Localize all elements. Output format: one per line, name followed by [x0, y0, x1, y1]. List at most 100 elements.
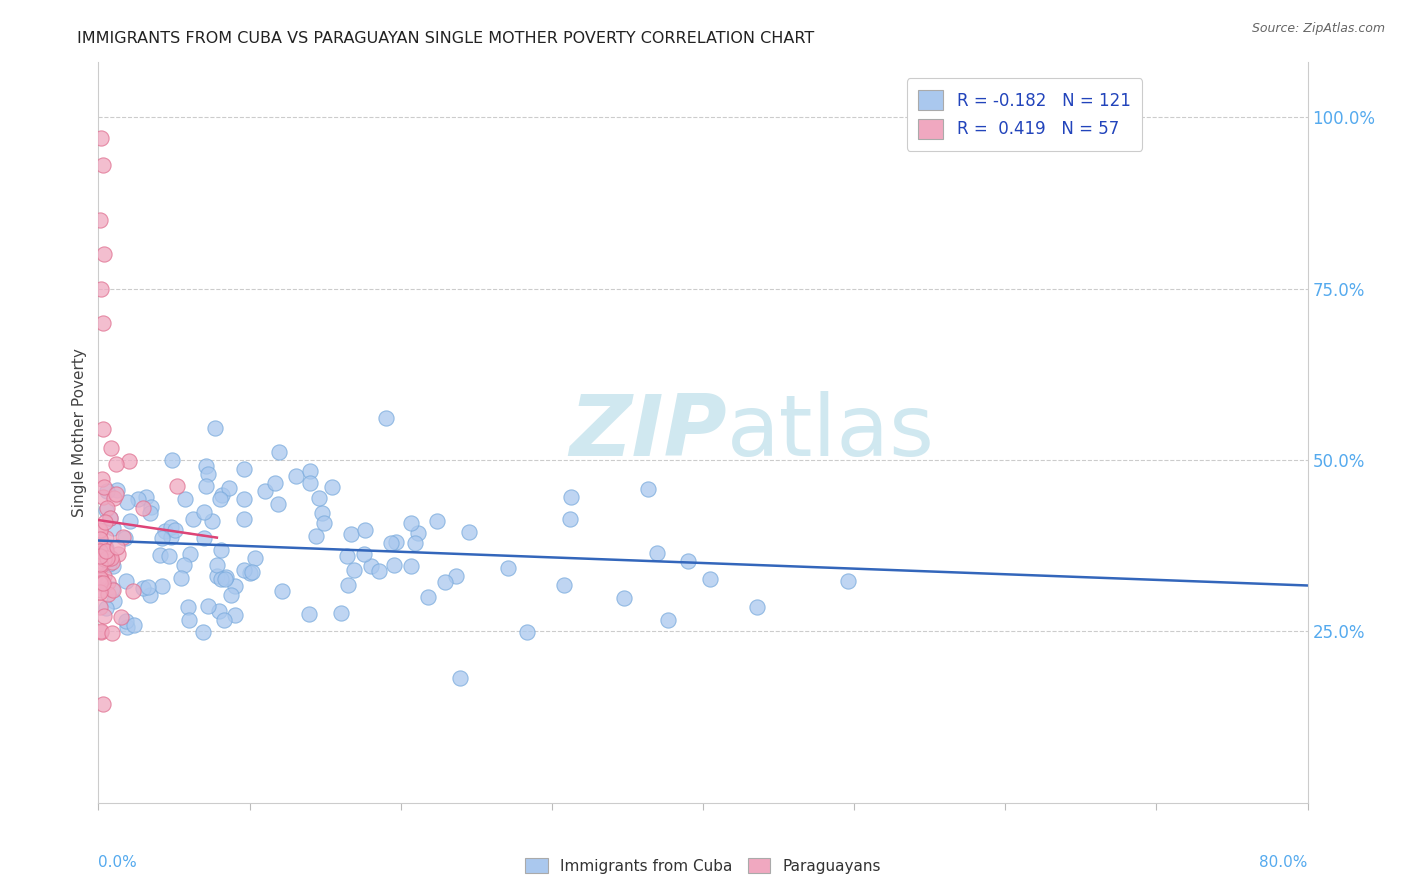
Point [89, 576, 111, 591]
Point [91, 697, 114, 711]
Point [353, 524, 375, 538]
Point [558, 512, 581, 526]
Point [107, 547, 129, 561]
Point [91, 541, 114, 556]
Point [89, 600, 111, 615]
Point [205, 558, 228, 573]
Point [375, 411, 398, 425]
Point [314, 516, 336, 531]
Point [458, 524, 481, 539]
Legend: Immigrants from Cuba, Paraguayans: Immigrants from Cuba, Paraguayans [519, 852, 887, 880]
Point [380, 536, 402, 550]
Point [114, 531, 136, 545]
Point [224, 578, 246, 592]
Point [100, 555, 122, 569]
Point [93, 543, 115, 558]
Point [837, 574, 859, 588]
Point [160, 519, 183, 533]
Point [115, 614, 138, 628]
Point [170, 571, 193, 585]
Point [657, 613, 679, 627]
Point [177, 599, 200, 614]
Point [150, 531, 173, 545]
Point [105, 541, 128, 555]
Point [444, 568, 467, 582]
Point [218, 481, 240, 495]
Point [214, 573, 236, 587]
Point [337, 578, 360, 592]
Point [91, 490, 114, 504]
Point [96, 500, 118, 515]
Point [96, 575, 118, 590]
Point [98, 510, 121, 524]
Point [553, 578, 575, 592]
Point [166, 479, 188, 493]
Point [93, 609, 115, 624]
Point [311, 506, 333, 520]
Point [233, 491, 256, 506]
Point [98, 557, 121, 571]
Point [179, 547, 201, 561]
Point [136, 580, 159, 594]
Point [101, 582, 124, 597]
Point [94, 502, 117, 516]
Point [243, 551, 266, 566]
Point [89, 558, 111, 572]
Text: IMMIGRANTS FROM CUBA VS PARAGUAYAN SINGLE MOTHER POVERTY CORRELATION CHART: IMMIGRANTS FROM CUBA VS PARAGUAYAN SINGL… [77, 31, 814, 46]
Point [449, 671, 471, 685]
Point [298, 476, 321, 491]
Point [94, 543, 117, 558]
Point [94, 543, 117, 558]
Point [267, 497, 290, 511]
Point [91, 316, 114, 330]
Point [157, 549, 180, 564]
Point [399, 516, 422, 530]
Point [90, 624, 112, 639]
Point [122, 617, 145, 632]
Point [271, 584, 294, 599]
Point [93, 568, 115, 582]
Point [107, 483, 129, 497]
Point [90, 472, 112, 486]
Point [360, 559, 382, 574]
Point [104, 457, 127, 471]
Point [90, 131, 112, 145]
Point [401, 558, 423, 573]
Point [96, 483, 118, 498]
Point [197, 599, 219, 613]
Point [90, 282, 112, 296]
Point [90, 583, 112, 598]
Point [93, 479, 115, 493]
Point [139, 588, 162, 602]
Point [298, 607, 321, 622]
Point [93, 552, 115, 566]
Point [90, 558, 112, 572]
Point [110, 609, 132, 624]
Point [105, 487, 128, 501]
Point [94, 541, 117, 555]
Point [267, 445, 290, 459]
Point [97, 587, 120, 601]
Point [205, 569, 228, 583]
Point [89, 549, 111, 564]
Text: atlas: atlas [727, 391, 935, 475]
Point [330, 607, 353, 621]
Point [193, 531, 215, 545]
Point [89, 534, 111, 549]
Point [89, 524, 111, 539]
Point [208, 604, 231, 618]
Point [224, 608, 246, 623]
Point [645, 546, 668, 560]
Point [89, 532, 111, 546]
Text: 0.0%: 0.0% [98, 855, 138, 870]
Point [308, 491, 330, 506]
Point [254, 483, 277, 498]
Point [115, 620, 138, 634]
Point [195, 459, 218, 474]
Point [139, 506, 162, 520]
Point [165, 523, 187, 537]
Point [416, 590, 439, 604]
Point [97, 552, 120, 566]
Point [96, 551, 118, 566]
Point [368, 564, 391, 578]
